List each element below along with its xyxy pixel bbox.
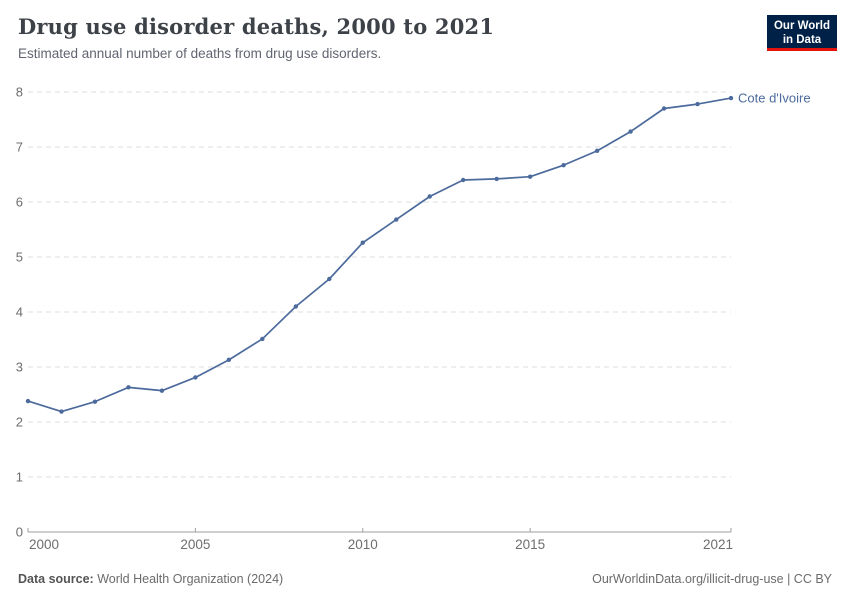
y-tick-label-7: 7: [16, 140, 23, 155]
x-tick-label-2015: 2015: [515, 537, 545, 552]
owid-logo-line1: Our World: [773, 20, 830, 32]
x-tick-label-2010: 2010: [348, 537, 378, 552]
data-point-2006[interactable]: [226, 357, 232, 363]
series-line: [27, 97, 732, 413]
data-point-2007[interactable]: [260, 336, 265, 342]
data-point-2000[interactable]: [25, 398, 31, 404]
chart-subtitle: Estimated annual number of deaths from d…: [18, 46, 382, 61]
x-tick-label-2021: 2021: [703, 537, 733, 552]
data-point-2018[interactable]: [628, 129, 633, 134]
data-point-2021[interactable]: [728, 95, 734, 101]
data-point-2019[interactable]: [661, 106, 667, 111]
data-point-2011[interactable]: [394, 217, 399, 222]
y-tick-label-1: 1: [16, 470, 23, 485]
x-tick-label-2000: 2000: [29, 537, 59, 552]
owid-logo-line2: in Data: [782, 34, 822, 47]
data-point-2012[interactable]: [427, 194, 432, 199]
owid-url-link[interactable]: OurWorldinData.org/illicit-drug-use | CC…: [592, 572, 832, 586]
data-point-2008[interactable]: [293, 304, 299, 309]
data-point-2020[interactable]: [695, 101, 700, 107]
y-tick-label-4: 4: [16, 305, 23, 320]
data-point-2015[interactable]: [527, 174, 533, 179]
data-point-2017[interactable]: [594, 148, 600, 154]
data-point-2004[interactable]: [159, 388, 165, 393]
data-point-2001[interactable]: [59, 409, 64, 414]
y-tick-label-8: 8: [16, 85, 23, 100]
data-source-text: World Health Organization (2024): [93, 572, 284, 586]
chart-footer: Data source: World Health Organization (…: [18, 572, 832, 586]
y-tick-label-3: 3: [16, 360, 23, 375]
series-end-label[interactable]: Cote d'Ivoire: [738, 91, 811, 106]
page-title: Drug use disorder deaths, 2000 to 2021: [18, 14, 495, 39]
data-source: Data source: World Health Organization (…: [18, 572, 283, 586]
y-tick-label-0: 0: [16, 525, 23, 540]
y-tick-label-6: 6: [16, 195, 23, 210]
data-point-2005[interactable]: [193, 375, 198, 380]
y-tick-label-2: 2: [16, 415, 23, 430]
chart-header: Drug use disorder deaths, 2000 to 2021 E…: [18, 14, 494, 61]
data-point-2009[interactable]: [327, 276, 332, 282]
data-point-2016[interactable]: [561, 162, 566, 168]
data-point-2002[interactable]: [92, 399, 98, 404]
y-tick-label-5: 5: [16, 250, 23, 265]
data-point-2013[interactable]: [460, 177, 466, 183]
x-tick-label-2005: 2005: [180, 537, 210, 552]
data-point-2010[interactable]: [360, 240, 365, 245]
owid-logo[interactable]: Our World in Data: [767, 15, 837, 51]
data-point-2003[interactable]: [126, 385, 131, 390]
data-source-label: Data source:: [18, 572, 94, 586]
data-point-2014[interactable]: [494, 176, 499, 182]
